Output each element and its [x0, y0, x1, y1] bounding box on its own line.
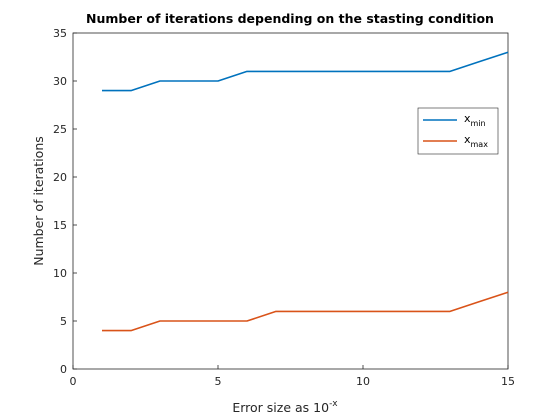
y-tick-label: 20 — [53, 171, 67, 184]
legend-entry-min: xmin — [464, 112, 486, 128]
y-tick-label: 5 — [60, 315, 67, 328]
plot-axes — [72, 32, 509, 370]
y-tick-label: 30 — [53, 75, 67, 88]
y-tick-label: 10 — [53, 267, 67, 280]
series-line-min — [102, 51, 509, 92]
plot-frame — [72, 32, 509, 370]
y-tick-label: 0 — [60, 363, 67, 376]
x-tick-label: 0 — [70, 375, 77, 388]
chart-title: Number of iterations depending on the st… — [86, 11, 494, 26]
series-line-max — [102, 291, 509, 332]
series-lines — [102, 51, 509, 332]
legend-box — [417, 107, 499, 155]
x-tick-label: 15 — [501, 375, 515, 388]
legend: xmin xmax — [417, 107, 499, 155]
y-tick-label: 35 — [53, 27, 67, 40]
y-tick-label: 25 — [53, 123, 67, 136]
y-axis-ticks: 0 5 10 15 20 25 30 35 — [53, 27, 77, 376]
x-axis-ticks: 0 5 10 15 — [70, 365, 515, 388]
y-axis-label: Number of iterations — [31, 136, 46, 266]
x-tick-label: 5 — [215, 375, 222, 388]
x-tick-label: 10 — [356, 375, 370, 388]
x-axis-label: Error size as 10-x — [232, 399, 338, 415]
legend-entry-max: xmax — [464, 133, 488, 149]
y-tick-label: 15 — [53, 219, 67, 232]
